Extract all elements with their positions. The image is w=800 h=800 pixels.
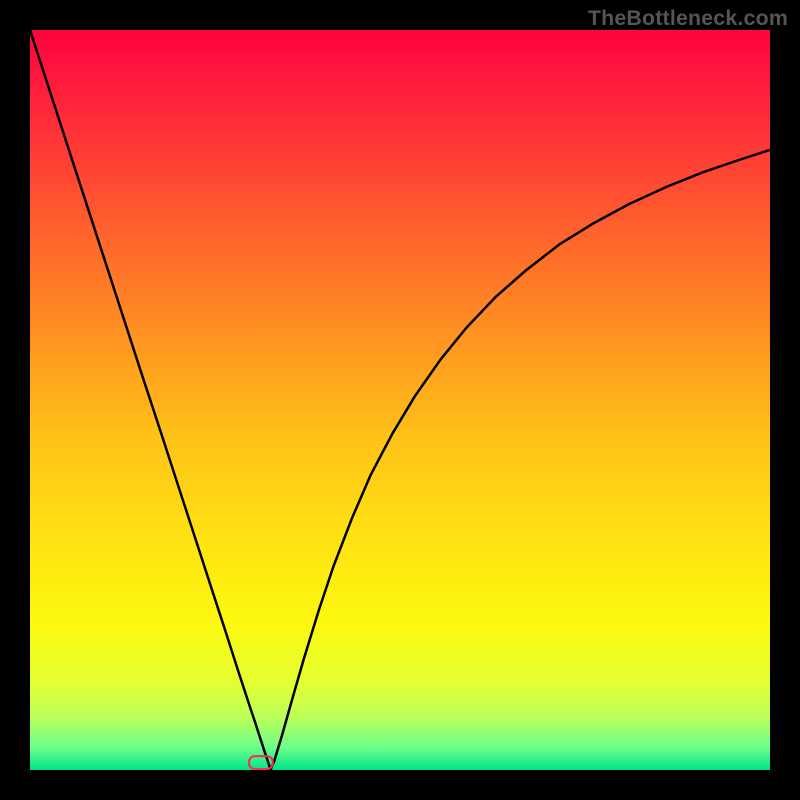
chart-root: TheBottleneck.com	[0, 0, 800, 800]
plot-background	[30, 30, 770, 770]
bottleneck-chart	[0, 0, 800, 800]
watermark-text: TheBottleneck.com	[588, 6, 788, 31]
